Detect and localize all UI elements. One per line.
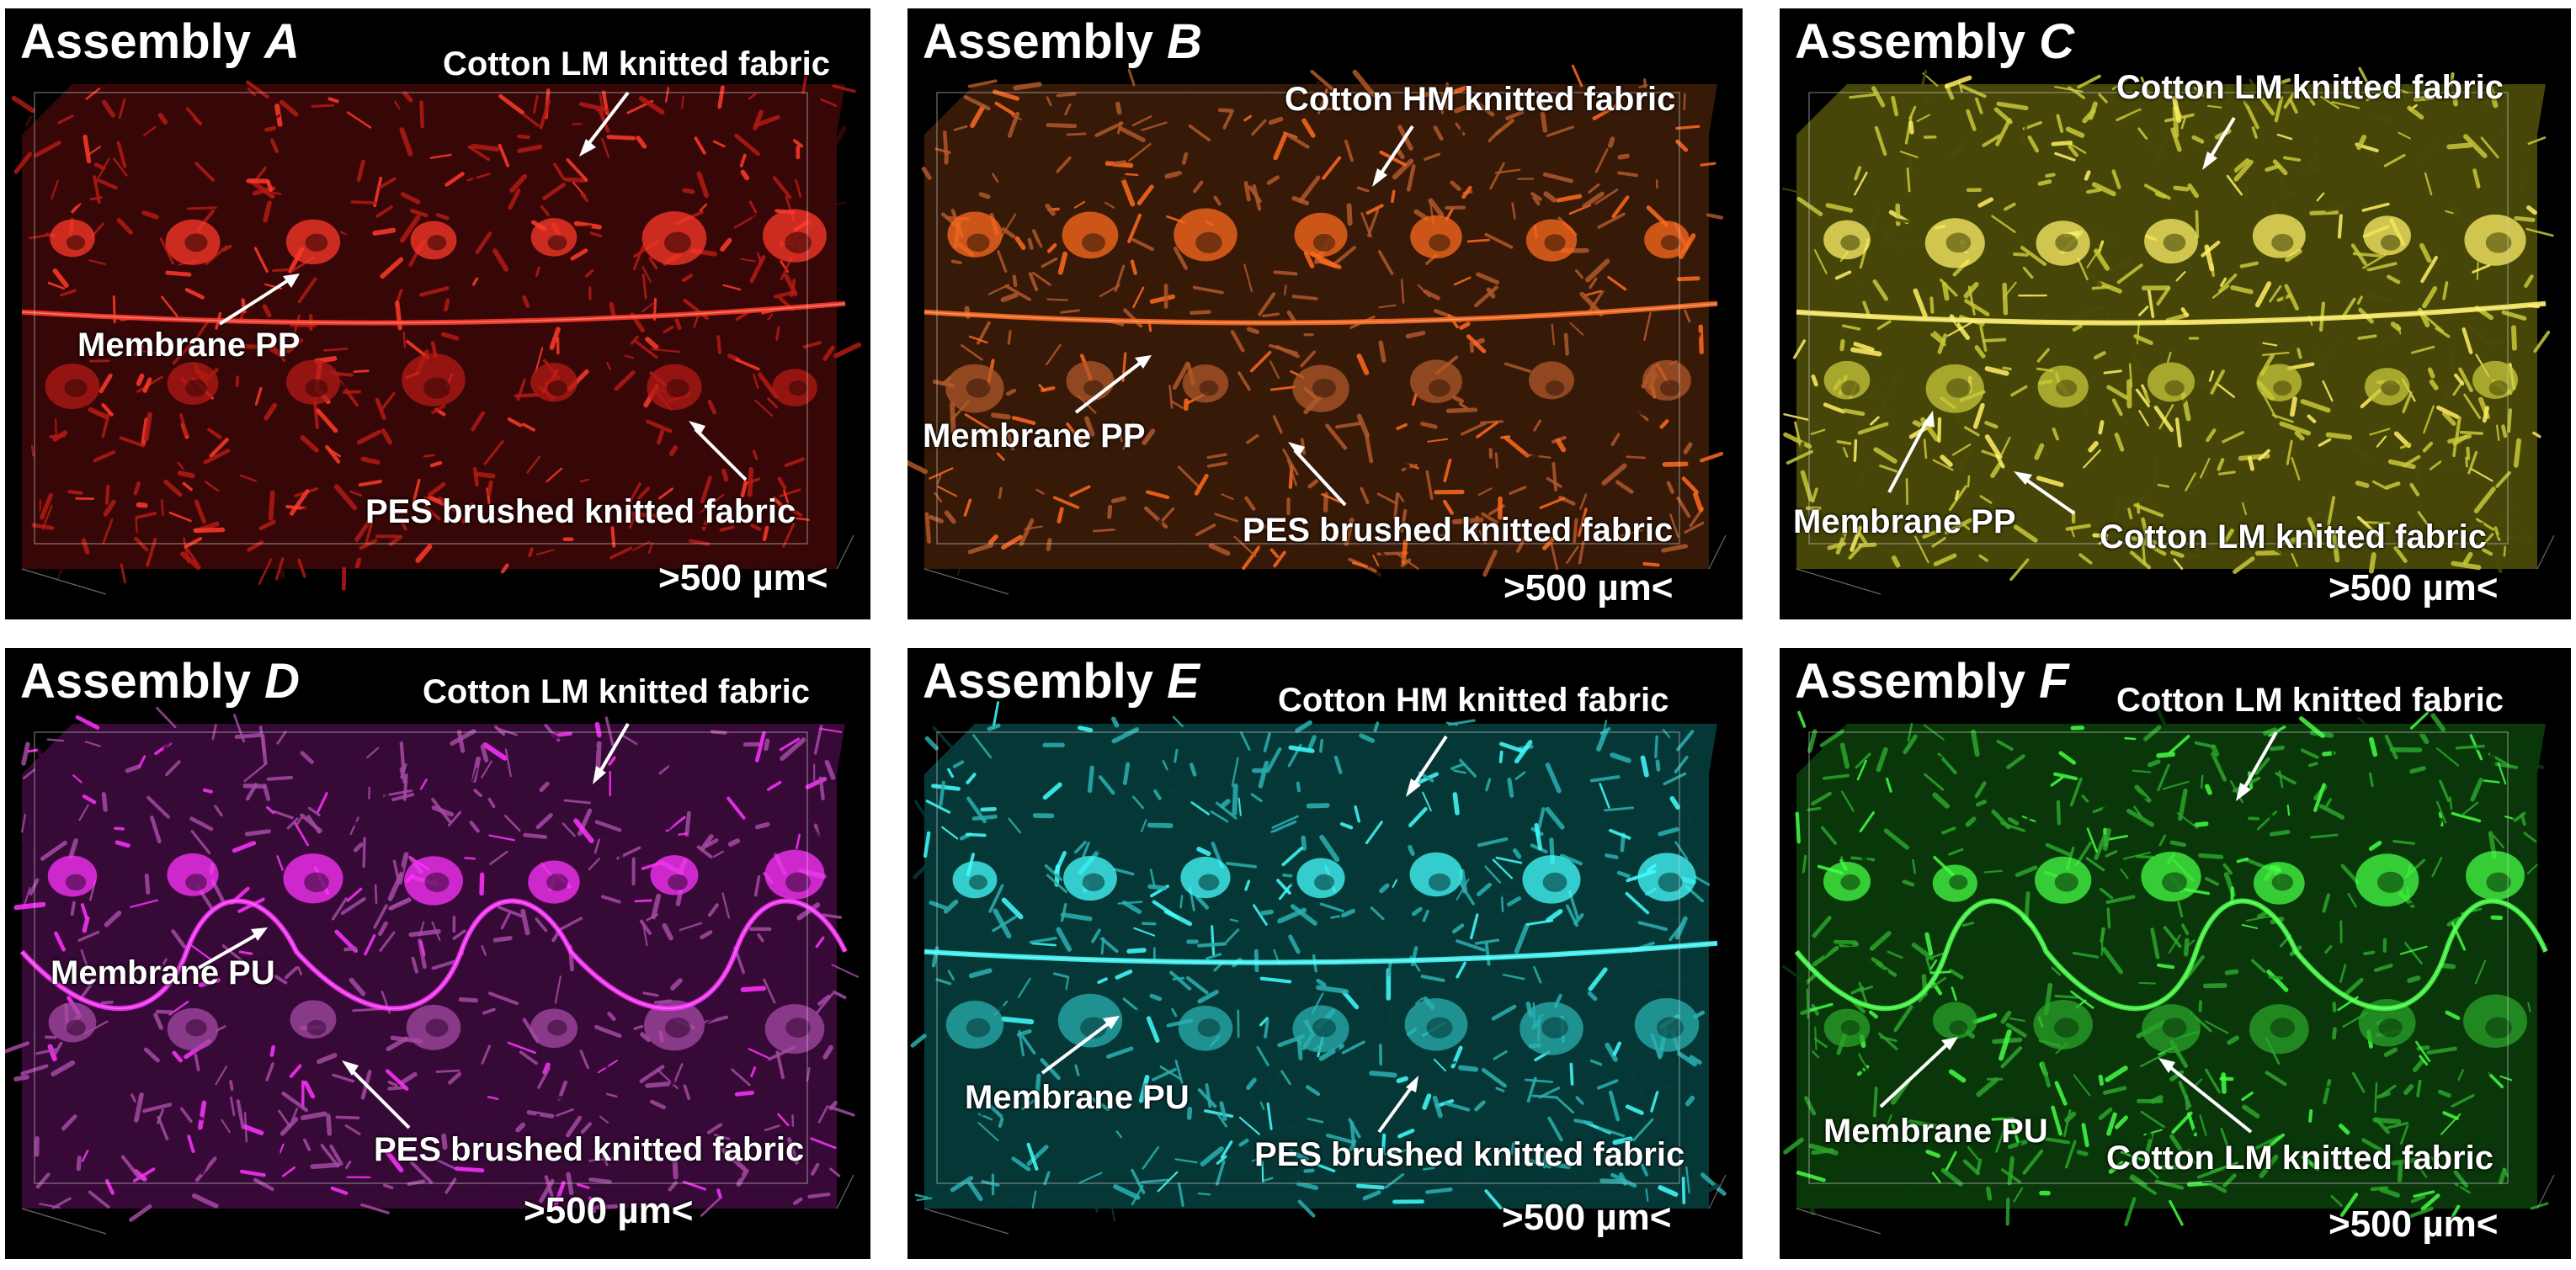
micro-ct-render-a (11, 62, 862, 595)
panel-title: Assembly B (923, 14, 1203, 69)
panel-title: Assembly C (1795, 14, 2075, 69)
panel-assembly-d: Assembly D Cotton LM knitted fabric Memb… (5, 648, 870, 1259)
label-top-fabric: Cotton LM knitted fabric (443, 45, 830, 82)
micro-ct-render-d (5, 706, 860, 1235)
label-membrane: Membrane PP (923, 417, 1146, 454)
panel-title: Assembly F (1795, 654, 2069, 709)
panel-assembly-b: Assembly B Cotton HM knitted fabric Memb… (907, 8, 1743, 619)
label-bottom-fabric: PES brushed knitted fabric (374, 1131, 805, 1168)
scale-bar-label: >500 µm< (2329, 567, 2499, 608)
label-top-fabric: Cotton LM knitted fabric (423, 673, 810, 710)
scale-bar-label: >500 µm< (2329, 1204, 2499, 1245)
label-membrane: Membrane PU (965, 1079, 1190, 1116)
panel-assembly-a: Assembly A Cotton LM knitted fabric Memb… (5, 8, 870, 619)
label-top-fabric: Cotton HM knitted fabric (1278, 682, 1669, 719)
panel-assembly-c: Assembly C Cotton LM knitted fabric Memb… (1780, 8, 2571, 619)
label-bottom-fabric: Cotton LM knitted fabric (2100, 518, 2487, 555)
panel-title: Assembly A (20, 14, 301, 69)
scale-bar-label: >500 µm< (1502, 1197, 1672, 1238)
label-bottom-fabric: PES brushed knitted fabric (1254, 1136, 1685, 1173)
panel-assembly-e: Assembly E Cotton HM knitted fabric Memb… (907, 648, 1743, 1259)
label-membrane: Membrane PU (1823, 1113, 2048, 1150)
micro-ct-render-e (910, 701, 1727, 1235)
micro-ct-render-c (1781, 66, 2555, 595)
label-bottom-fabric: PES brushed knitted fabric (365, 493, 796, 530)
label-bottom-fabric: Cotton LM knitted fabric (2106, 1140, 2494, 1177)
scale-bar-label: >500 µm< (524, 1190, 694, 1231)
panel-assembly-f: Assembly F Cotton LM knitted fabric Memb… (1780, 648, 2571, 1259)
label-membrane: Membrane PU (51, 954, 275, 991)
label-top-fabric: Cotton LM knitted fabric (2116, 682, 2504, 719)
label-bottom-fabric: PES brushed knitted fabric (1243, 512, 1674, 549)
micro-ct-render-f (1781, 698, 2555, 1235)
scale-bar-label: >500 µm< (1504, 567, 1674, 608)
scale-bar-label: >500 µm< (658, 557, 828, 598)
label-top-fabric: Cotton LM knitted fabric (2116, 69, 2504, 106)
label-top-fabric: Cotton HM knitted fabric (1285, 81, 1676, 118)
panel-title: Assembly E (923, 654, 1200, 709)
label-membrane: Membrane PP (77, 327, 301, 364)
label-membrane: Membrane PP (1793, 503, 2016, 540)
panel-title: Assembly D (20, 654, 301, 709)
